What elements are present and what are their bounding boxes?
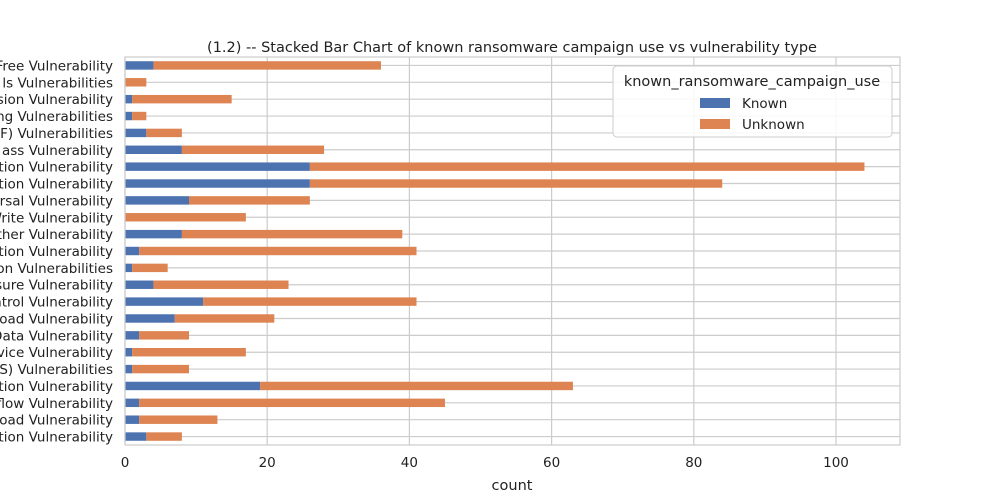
y-tick-label: tion Vulnerability [0, 244, 113, 260]
y-tick-label: oad Vulnerability [0, 311, 113, 327]
y-tick-label: sure Vulnerability [0, 278, 113, 294]
y-tick-label: ntrol Vulnerability [0, 295, 113, 311]
bar-unknown [260, 381, 573, 391]
x-tick-label: 20 [259, 455, 276, 471]
bar-unknown [139, 246, 417, 256]
bar-unknown [132, 94, 232, 104]
bar-unknown [132, 263, 168, 273]
y-tick-label: ass Vulnerability [2, 143, 113, 159]
y-tick-label: Data Vulnerability [0, 328, 113, 344]
y-tick-label: Write Vulnerability [0, 210, 113, 226]
bar-known [125, 246, 140, 256]
bar-known [125, 348, 133, 357]
y-tick-label: tion Vulnerability [0, 177, 113, 193]
legend-label-known: Known [742, 96, 787, 112]
bar-unknown [309, 179, 723, 188]
bar-unknown [181, 145, 325, 154]
bars [125, 61, 865, 441]
bar-unknown [309, 162, 865, 171]
bar-known [125, 331, 140, 340]
bar-unknown [181, 229, 403, 239]
y-tick-label: ng Vulnerabilities [0, 109, 113, 125]
x-tick-label: 40 [401, 455, 418, 471]
x-tick-label: 100 [823, 455, 849, 471]
bar-known [125, 381, 261, 391]
bar-unknown [132, 348, 246, 357]
bar-known [125, 162, 310, 171]
x-tick-label: 60 [543, 455, 560, 471]
legend-label-unknown: Unknown [742, 117, 805, 133]
bar-known [125, 364, 133, 374]
bar-known [125, 263, 133, 273]
y-tick-label: S) Vulnerabilities [0, 362, 113, 378]
bar-known [125, 280, 154, 289]
legend-title: known_ransomware_campaign_use [624, 74, 880, 90]
bar-known [125, 179, 310, 188]
bar-unknown [203, 297, 417, 306]
legend-swatch-known [700, 98, 730, 108]
bar-known [125, 61, 154, 70]
y-tick-label: ther Vulnerability [0, 227, 113, 243]
y-tick-label: oad Vulnerability [0, 413, 113, 429]
bar-unknown [139, 415, 218, 424]
y-tick-label: rsal Vulnerability [0, 193, 113, 209]
legend-swatch-unknown [700, 119, 730, 129]
y-tick-label: tion Vulnerability [0, 430, 113, 446]
bar-unknown [146, 432, 182, 441]
x-tick-label: 80 [685, 455, 702, 471]
bar-unknown [139, 398, 445, 408]
bar-known [125, 145, 182, 154]
bar-unknown [153, 280, 289, 289]
bar-unknown [125, 78, 147, 87]
bar-known [125, 128, 147, 138]
y-tick-label: tion Vulnerability [0, 160, 113, 176]
y-tick-label: sion Vulnerability [0, 92, 113, 108]
y-tick-label: on Vulnerabilities [0, 261, 113, 277]
bar-known [125, 297, 204, 306]
bar-known [125, 229, 182, 239]
bar-unknown [125, 213, 246, 222]
bar-known [125, 94, 133, 104]
plot-frame [124, 56, 901, 446]
bar-unknown [174, 314, 275, 323]
bar-unknown [139, 331, 189, 340]
x-axis-label: count [492, 478, 533, 494]
bar-known [125, 432, 147, 441]
y-tick-label: ls Vulnerabilities [2, 75, 113, 91]
bar-unknown [153, 61, 381, 70]
bar-known [125, 398, 140, 408]
legend-box [612, 65, 893, 138]
chart-title: (1.2) -- Stacked Bar Chart of known rans… [207, 40, 817, 56]
bar-unknown [146, 128, 182, 138]
bar-known [125, 111, 133, 121]
y-tick-label: vice Vulnerability [0, 345, 113, 361]
y-tick-label: flow Vulnerability [0, 396, 113, 412]
y-tick-label: tion Vulnerability [0, 379, 113, 395]
bar-unknown [188, 196, 310, 205]
y-tick-label: Free Vulnerability [0, 58, 113, 74]
legend: known_ransomware_campaign_use Known Unkn… [612, 65, 893, 138]
y-tick-label: F) Vulnerabilities [0, 126, 113, 142]
bar-known [125, 415, 140, 424]
bar-known [125, 314, 175, 323]
x-tick-label: 0 [121, 455, 130, 471]
bar-unknown [132, 364, 189, 374]
bar-unknown [132, 111, 147, 121]
x-tick-labels: 0 20 40 60 80 100 [121, 455, 849, 471]
bar-known [125, 196, 189, 205]
